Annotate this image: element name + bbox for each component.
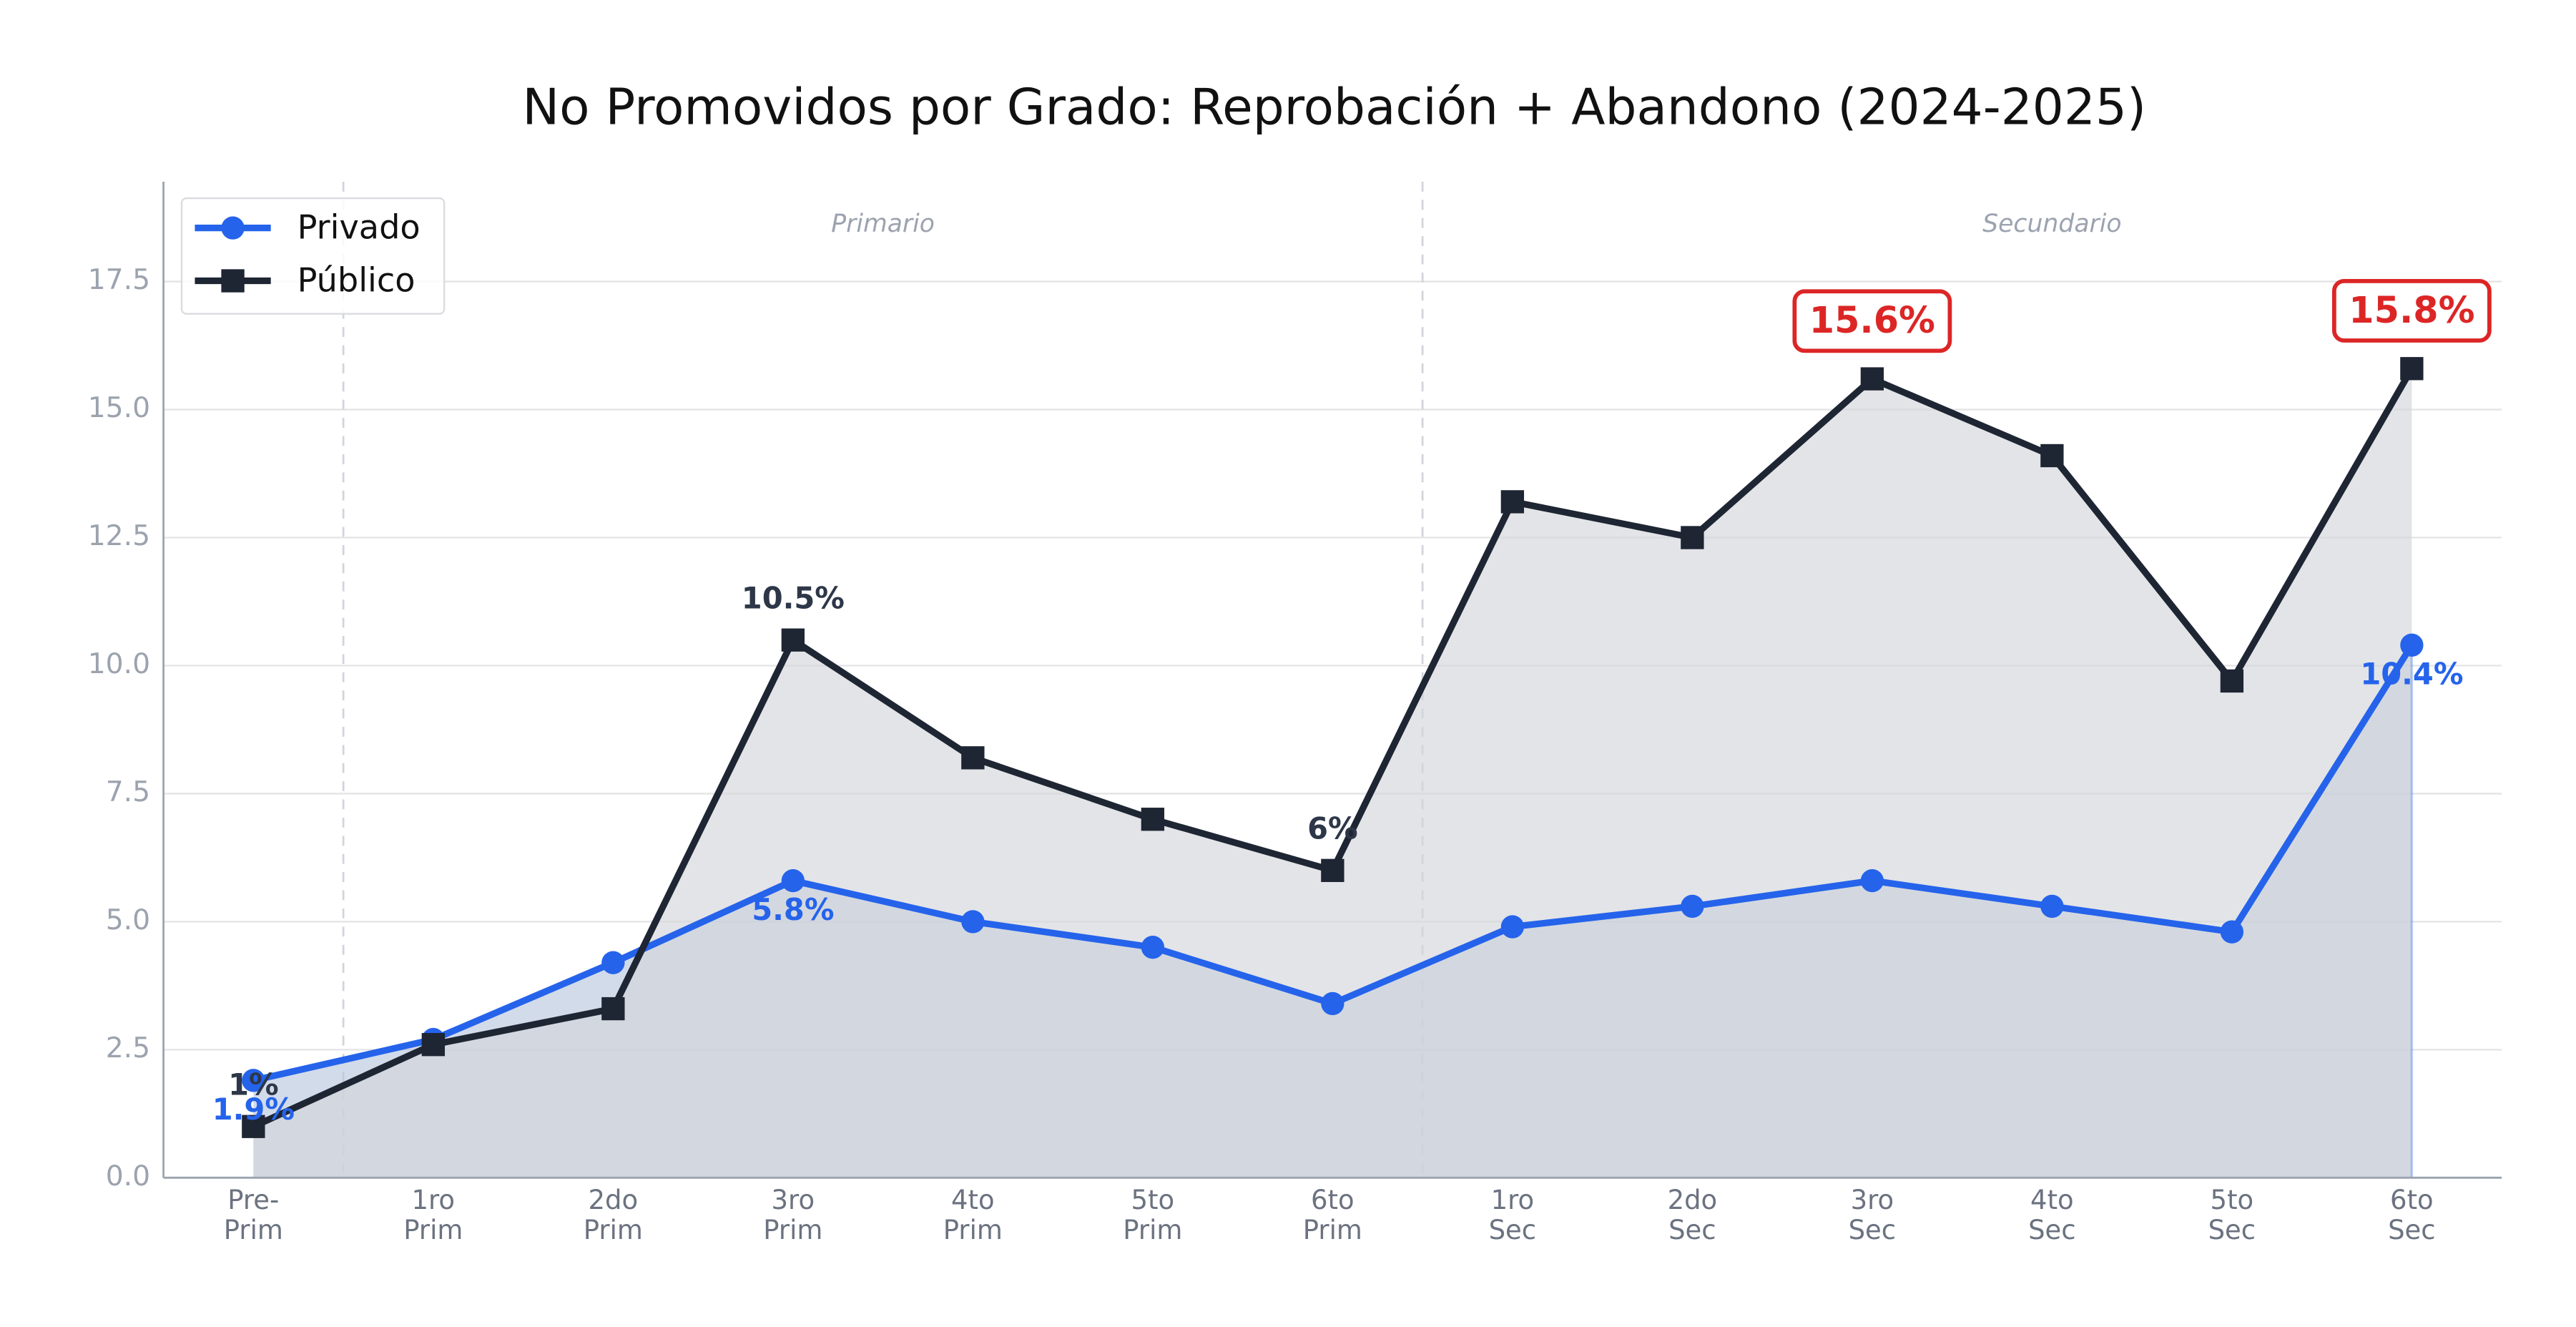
y-tick-label: 5.0 (106, 904, 150, 936)
point (781, 628, 805, 652)
point (1860, 367, 1884, 391)
label-box (1792, 289, 1952, 353)
x-tick-label: 6to Prim (1302, 1184, 1362, 1245)
x-tick-label: 2do Prim (583, 1184, 643, 1245)
y-tick-label: 7.5 (106, 776, 150, 808)
x-tick-label: 3ro Prim (763, 1184, 823, 1245)
value-label: 1% (228, 1067, 279, 1102)
label-box (2331, 279, 2492, 343)
legend-label: Público (298, 260, 416, 299)
point (242, 1069, 265, 1092)
legend-marker (221, 269, 245, 293)
value-label: 10.4% (2360, 657, 2463, 692)
point (1500, 490, 1525, 514)
point (601, 997, 625, 1021)
value-label: 10.5% (742, 580, 845, 615)
x-tick-label: Pre- Prim (223, 1184, 283, 1245)
point (961, 746, 985, 770)
point (961, 910, 985, 934)
x-tick-label: 3ro Sec (1848, 1184, 1897, 1245)
point (1681, 526, 1704, 549)
value-label: 15.6% (1809, 299, 1935, 341)
legend-label: Privado (298, 207, 421, 246)
section-label: Primario (831, 210, 935, 238)
point (2220, 920, 2244, 944)
point (2040, 894, 2064, 919)
x-tick-label: 1ro Prim (403, 1184, 463, 1245)
point (242, 1115, 265, 1138)
x-tick-label: 6to Sec (2388, 1184, 2436, 1245)
x-tick-label: 5to Sec (2208, 1184, 2256, 1245)
section-label: Secundario (1982, 210, 2121, 238)
value-label: 1.9% (212, 1092, 295, 1127)
point (601, 951, 625, 974)
y-tick-label: 15.0 (88, 392, 150, 424)
x-tick-label: 2do Sec (1667, 1184, 1718, 1245)
point (1321, 858, 1344, 882)
y-tick-label: 10.0 (88, 648, 150, 680)
series-area (253, 368, 2412, 1178)
point (2040, 444, 2064, 468)
point (1321, 991, 1344, 1016)
value-label: 15.8% (2349, 289, 2474, 331)
value-label: 6% (1307, 811, 1358, 846)
legend-marker (221, 216, 245, 240)
point (2220, 669, 2244, 693)
y-tick-label: 0.0 (106, 1160, 150, 1193)
point (1500, 915, 1525, 939)
point (1860, 868, 1884, 893)
point (781, 868, 805, 893)
y-tick-label: 12.5 (88, 520, 150, 552)
x-tick-label: 5to Prim (1123, 1184, 1183, 1245)
point (421, 1033, 446, 1057)
y-tick-label: 2.5 (106, 1032, 150, 1064)
point (1141, 808, 1165, 831)
x-tick-label: 4to Prim (943, 1184, 1003, 1245)
x-tick-label: 4to Sec (2028, 1184, 2076, 1245)
point (2400, 633, 2424, 657)
chart-title: No Promovidos por Grado: Reprobación + A… (522, 79, 2146, 137)
point (2400, 357, 2424, 381)
value-label: 5.8% (752, 892, 834, 927)
point (1141, 936, 1165, 959)
y-tick-label: 17.5 (88, 264, 150, 296)
x-tick-label: 1ro Sec (1488, 1184, 1537, 1245)
point (1681, 894, 1704, 919)
